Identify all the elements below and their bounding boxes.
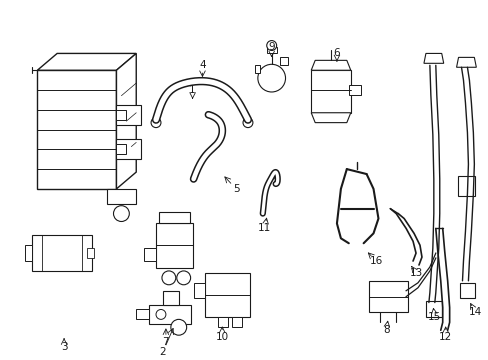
Polygon shape [116,53,136,189]
Polygon shape [459,283,474,298]
Text: 2: 2 [159,347,166,357]
Polygon shape [232,318,242,327]
Text: 5: 5 [232,184,239,194]
Polygon shape [116,139,141,159]
Polygon shape [423,53,443,63]
Text: 16: 16 [369,256,382,266]
Text: 6: 6 [333,49,340,58]
Text: 4: 4 [199,60,205,70]
Polygon shape [32,235,92,271]
Polygon shape [116,110,126,120]
Polygon shape [279,57,287,65]
Circle shape [177,271,190,285]
Polygon shape [37,70,116,189]
Polygon shape [368,281,407,312]
Text: 10: 10 [215,332,228,342]
Polygon shape [106,189,136,204]
Text: 8: 8 [382,325,389,335]
Text: 9: 9 [268,42,274,53]
Polygon shape [87,248,94,258]
Polygon shape [193,283,205,298]
Circle shape [113,206,129,221]
Polygon shape [116,144,126,154]
Polygon shape [136,310,149,319]
Polygon shape [425,301,441,318]
Text: 7: 7 [162,337,169,347]
Polygon shape [254,65,259,73]
Polygon shape [456,57,475,67]
Circle shape [162,271,175,285]
Circle shape [266,41,276,50]
Polygon shape [116,105,141,125]
Polygon shape [310,113,350,123]
Text: 13: 13 [408,268,422,278]
Polygon shape [156,224,192,268]
Circle shape [170,319,186,335]
Polygon shape [144,248,156,261]
Circle shape [151,118,161,127]
Polygon shape [24,245,32,261]
Polygon shape [218,318,228,327]
Polygon shape [266,48,276,53]
Polygon shape [348,85,360,95]
Text: 1: 1 [189,85,196,95]
Text: 3: 3 [61,342,67,352]
Polygon shape [159,212,189,224]
Polygon shape [163,291,179,305]
Circle shape [156,310,165,319]
Circle shape [257,64,285,92]
Polygon shape [37,53,136,70]
Polygon shape [205,273,249,318]
Circle shape [243,118,252,127]
Text: 14: 14 [468,307,481,318]
Polygon shape [310,70,350,113]
Text: 12: 12 [438,332,451,342]
Polygon shape [149,305,190,324]
Polygon shape [310,60,350,70]
Text: 11: 11 [258,224,271,233]
Polygon shape [457,176,474,196]
Text: 15: 15 [427,312,441,323]
